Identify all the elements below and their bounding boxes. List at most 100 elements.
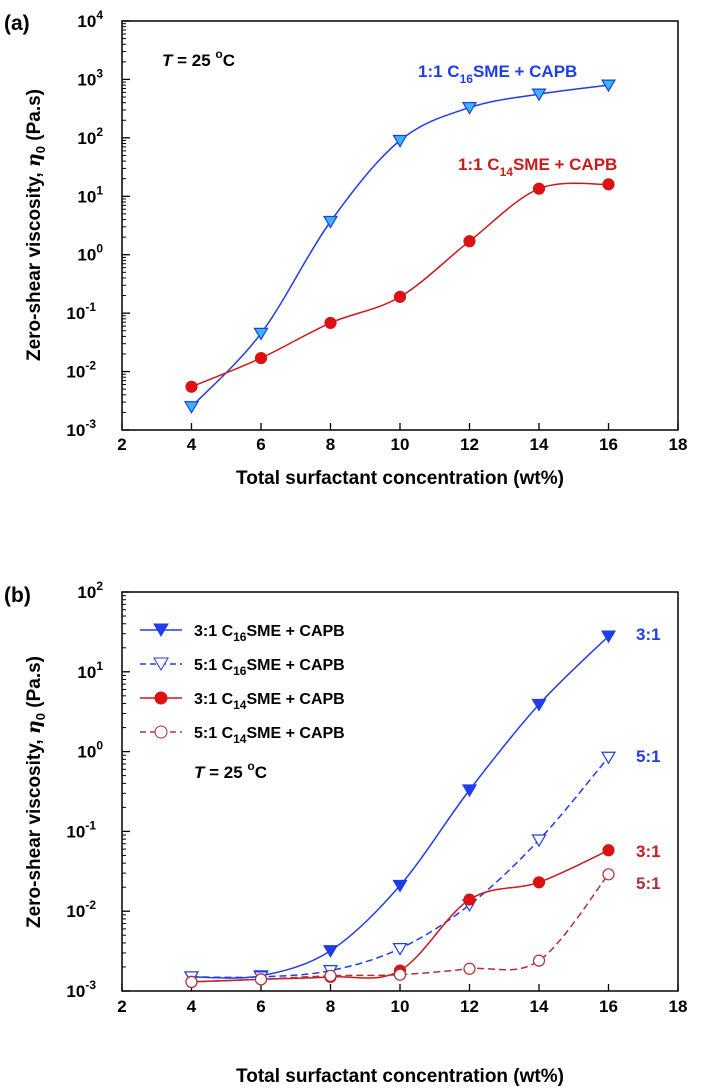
legend-marker	[153, 623, 169, 637]
panel-b-y-axis: 10-3 10-2 10-1 100 101 102	[66, 579, 130, 1001]
panel-a-temperature-annotation: T = 25 oC	[162, 47, 235, 70]
legend-entry-3-1-c16: 3:1 C16SME + CAPB	[140, 623, 345, 644]
series-line	[191, 635, 610, 979]
data-point	[532, 182, 546, 195]
data-point	[393, 290, 407, 303]
legend-label: 5:1 C16SME + CAPB	[194, 657, 345, 678]
panel-a-y-axis-label: Zero-shear viscosity, η0 (Pa.s)	[23, 89, 48, 361]
y-tick-label: 102	[77, 579, 103, 602]
data-point	[392, 879, 408, 893]
panel-b-temperature-annotation: T = 25 oC	[194, 759, 267, 782]
panel-a-plot-area	[183, 79, 617, 414]
panel-a-label: (a)	[4, 12, 30, 35]
data-point	[183, 401, 200, 414]
data-point	[461, 784, 478, 798]
data-point	[532, 876, 546, 889]
data-point	[602, 868, 615, 881]
legend-label: 3:1 C14SME + CAPB	[194, 691, 345, 712]
data-point	[253, 327, 269, 341]
x-tick-label: 12	[460, 435, 479, 454]
y-tick-label: 10-1	[66, 818, 96, 841]
data-point	[393, 968, 407, 981]
y-tick-label: 101	[77, 183, 103, 206]
panel-a-series-label-c16: 1:1 C16SME + CAPB	[418, 62, 577, 86]
panel-b: (b) 2 4 6 8 10 12 14 16 18 10-3 10-2 10-1 100 101 102…	[4, 579, 687, 1087]
series-3	[185, 868, 615, 989]
y-tick-label: 100	[77, 739, 103, 762]
legend-marker	[154, 725, 168, 739]
panel-a-plot-frame	[121, 20, 679, 431]
data-point	[463, 893, 476, 906]
x-tick-label: 14	[530, 997, 549, 1016]
data-point	[602, 844, 615, 857]
y-tick-label: 10-2	[66, 898, 96, 921]
y-tick-label: 10-3	[66, 978, 96, 1001]
panel-a: (a) 2 4 6 8 10 12 14 16 18 10-3 10-2 10-1 100 101 102…	[4, 8, 687, 489]
end-label-5-1-c16: 5:1	[636, 747, 661, 766]
panel-a-y-axis: 10-3 10-2 10-1 100 101 102 103 104	[66, 8, 130, 440]
x-tick-label: 6	[256, 435, 265, 454]
end-label-3-1-c14: 3:1	[636, 842, 661, 861]
data-point	[600, 751, 617, 765]
series-1	[185, 178, 615, 393]
y-tick-label: 104	[77, 8, 103, 31]
x-tick-label: 2	[117, 997, 126, 1016]
legend-marker	[153, 657, 169, 671]
data-point	[392, 942, 408, 956]
data-point	[600, 630, 617, 644]
data-point	[254, 973, 268, 986]
legend-label: 3:1 C16SME + CAPB	[194, 623, 345, 644]
panel-b-x-axis-label: Total surfactant concentration (wt%)	[236, 1066, 564, 1087]
legend-entry-5-1-c14: 5:1 C14SME + CAPB	[140, 725, 345, 746]
series-2	[185, 844, 615, 989]
data-point	[322, 215, 339, 229]
x-tick-label: 6	[256, 997, 265, 1016]
y-tick-label: 100	[77, 242, 103, 265]
series-0	[183, 79, 617, 414]
y-tick-label: 10-3	[66, 417, 96, 440]
data-point	[532, 954, 546, 967]
x-tick-label: 10	[391, 435, 410, 454]
x-tick-label: 4	[187, 435, 197, 454]
panel-b-y-axis-label: Zero-shear viscosity, η0 (Pa.s)	[23, 656, 48, 928]
series-line	[190, 84, 609, 408]
panel-b-plot-frame	[121, 591, 679, 992]
x-tick-label: 14	[530, 435, 549, 454]
y-tick-label: 10-1	[66, 300, 96, 323]
x-tick-label: 8	[326, 435, 335, 454]
data-point	[185, 380, 198, 393]
panel-b-legend: 3:1 C16SME + CAPB 5:1 C16SME + CAPB 3:1 …	[140, 623, 345, 746]
end-label-3-1-c16: 3:1	[636, 625, 661, 644]
panel-b-plot-area	[183, 630, 617, 989]
x-tick-label: 8	[326, 997, 335, 1016]
x-tick-label: 4	[187, 997, 197, 1016]
panel-b-x-axis: 2 4 6 8 10 12 14 16 18	[117, 984, 687, 1016]
data-point	[392, 134, 408, 148]
x-tick-label: 16	[599, 997, 618, 1016]
legend-entry-5-1-c16: 5:1 C16SME + CAPB	[140, 657, 345, 678]
series-line	[191, 182, 609, 388]
x-tick-label: 10	[391, 997, 410, 1016]
data-point	[463, 962, 476, 975]
y-tick-label: 101	[77, 659, 103, 682]
end-label-5-1-c14: 5:1	[636, 874, 661, 893]
legend-marker	[154, 691, 168, 705]
data-point	[602, 178, 615, 191]
y-tick-label: 102	[77, 125, 103, 148]
data-point	[185, 975, 198, 989]
data-point	[324, 969, 337, 982]
panel-a-x-axis: 2 4 6 8 10 12 14 16 18	[117, 423, 687, 454]
x-tick-label: 18	[669, 997, 688, 1016]
data-point	[254, 352, 268, 365]
legend-label: 5:1 C14SME + CAPB	[194, 725, 345, 746]
x-tick-label: 2	[117, 435, 126, 454]
series-1	[183, 751, 617, 985]
panel-a-series-label-c14: 1:1 C14SME + CAPB	[458, 155, 617, 179]
series-line	[191, 849, 609, 983]
y-tick-label: 103	[77, 66, 103, 89]
data-point	[461, 101, 478, 115]
panel-b-label: (b)	[4, 584, 31, 607]
data-point	[531, 88, 547, 102]
y-tick-label: 10-2	[66, 359, 96, 382]
